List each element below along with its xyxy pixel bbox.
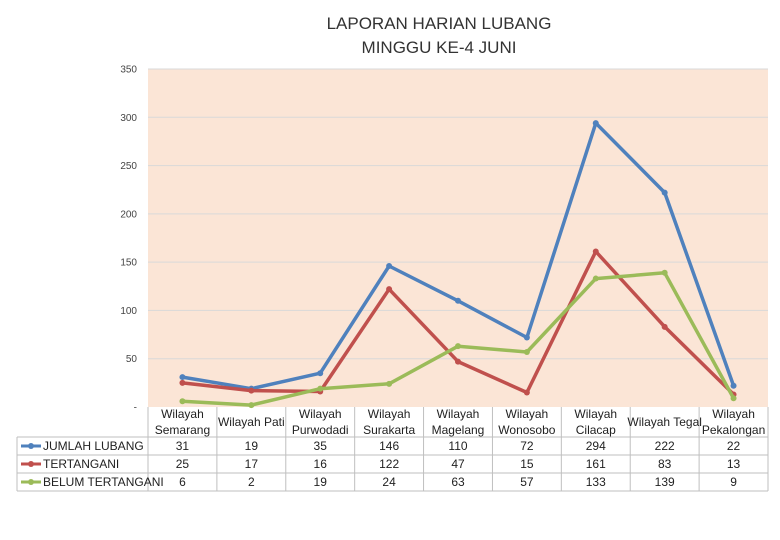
table-cell: 57: [520, 475, 534, 489]
y-tick-label: 100: [120, 306, 137, 317]
table-cell: 13: [727, 457, 741, 471]
table-cell: 72: [520, 439, 534, 453]
table-cell: 83: [658, 457, 672, 471]
category-label: Surakarta: [363, 423, 415, 437]
data-point: [730, 395, 737, 402]
data-point: [523, 389, 530, 396]
category-label: Pekalongan: [702, 423, 765, 437]
table-cell: 294: [586, 439, 606, 453]
gridlines: [148, 68, 768, 360]
data-point: [179, 379, 186, 386]
table-cell: 35: [314, 439, 328, 453]
legend-label: BELUM TERTANGANI: [43, 475, 164, 489]
y-tick-label: 300: [120, 113, 137, 124]
category-label: Wilayah: [506, 407, 549, 421]
data-point: [592, 248, 599, 255]
data-point: [179, 398, 186, 405]
legend-label: JUMLAH LUBANG: [43, 439, 144, 453]
category-label: Wilayah: [712, 407, 755, 421]
y-axis: - 50 100 150 200 250 300 350: [120, 65, 137, 414]
table-cell: 47: [451, 457, 465, 471]
table-cell: 161: [586, 457, 606, 471]
data-point: [248, 387, 255, 394]
data-point: [523, 334, 530, 341]
chart-title: LAPORAN HARIAN LUBANG MINGGU KE-4 JUNI: [150, 12, 728, 60]
category-label: Wilayah: [574, 407, 617, 421]
table-cell: 15: [520, 457, 534, 471]
table-cell: 19: [245, 439, 259, 453]
y-tick-label: -: [134, 403, 137, 414]
table-cell: 110: [448, 439, 467, 453]
table-cell: 17: [245, 457, 259, 471]
y-tick-label: 350: [120, 65, 137, 76]
series-lines: [179, 120, 737, 409]
table-cell: 133: [586, 475, 606, 489]
data-point: [317, 385, 324, 392]
category-label: Wilayah: [161, 407, 204, 421]
legend-marker: [28, 479, 34, 485]
data-point: [661, 189, 668, 196]
data-point: [730, 382, 737, 389]
data-point: [386, 380, 393, 387]
data-point: [523, 348, 530, 355]
legend-marker: [28, 443, 34, 449]
data-point: [317, 370, 324, 377]
table-cell: 24: [382, 475, 396, 489]
category-label: Wilayah Tegal: [627, 415, 701, 429]
table-cell: 19: [314, 475, 328, 489]
table-cell: 31: [176, 439, 190, 453]
table-cell: 25: [176, 457, 190, 471]
category-label: Cilacap: [576, 423, 616, 437]
data-point: [661, 269, 668, 276]
table-cell: 146: [379, 439, 399, 453]
data-point: [592, 275, 599, 282]
plot-area-background: [148, 69, 768, 407]
table-cell: 122: [379, 457, 399, 471]
data-table: Wilayah Semarang Wilayah Pati Wilayah Purwod…: [16, 407, 769, 492]
legend-label: TERTANGANI: [43, 457, 119, 471]
data-point: [386, 263, 393, 270]
table-cell: 2: [248, 475, 255, 489]
category-label: Magelang: [432, 423, 485, 437]
table-cell: 63: [451, 475, 465, 489]
table-cell: 9: [730, 475, 737, 489]
data-point: [248, 402, 255, 409]
y-tick-label: 250: [120, 161, 137, 172]
table-cell: 6: [179, 475, 186, 489]
table-cell: 22: [727, 439, 741, 453]
y-tick-label: 150: [120, 258, 137, 269]
y-tick-label: 200: [120, 209, 137, 220]
category-label: Semarang: [155, 423, 210, 437]
chart-title-line-2: MINGGU KE-4 JUNI: [361, 38, 517, 57]
category-label: Wilayah: [299, 407, 342, 421]
category-label: Wilayah: [368, 407, 411, 421]
table-cell: 139: [655, 475, 675, 489]
chart-title-line-1: LAPORAN HARIAN LUBANG: [326, 14, 552, 33]
data-point: [661, 323, 668, 330]
data-point: [455, 343, 461, 350]
category-label: Wilayah Pati: [218, 415, 285, 429]
data-point: [455, 297, 461, 304]
legend-marker: [28, 461, 34, 467]
category-label: Wilayah: [437, 407, 480, 421]
category-label: Purwodadi: [292, 423, 349, 437]
data-point: [179, 374, 186, 381]
data-point: [455, 358, 461, 365]
category-label: Wonosobo: [498, 423, 555, 437]
table-cell: 222: [655, 439, 675, 453]
y-tick-label: 50: [126, 354, 138, 365]
table-cell: 16: [314, 457, 328, 471]
data-point: [592, 120, 599, 127]
data-point: [386, 286, 393, 293]
